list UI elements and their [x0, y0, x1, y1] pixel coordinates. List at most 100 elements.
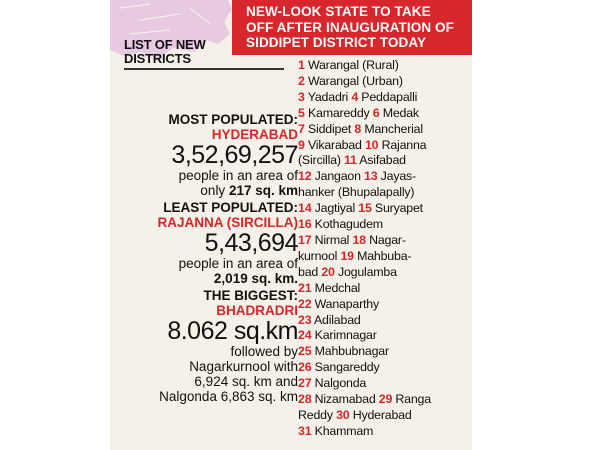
district-list-row: 9 Vikarabad 10 Rajanna	[298, 138, 470, 154]
district-list-row: (Sircilla) 11 Asifabad	[298, 153, 470, 169]
district-list-row: 28 Nizamabad 29 Ranga	[298, 392, 470, 408]
district-name: Jangaon	[311, 169, 365, 184]
district-list-row: kurnool 19 Mahbuba-	[298, 249, 470, 265]
biggest-label: THE BIGGEST:	[203, 288, 298, 303]
district-list-row: 1 Warangal (Rural)	[298, 58, 470, 74]
district-number: 8	[354, 121, 362, 136]
district-name: Adilabad	[311, 312, 361, 327]
district-list-row: 7 Siddipet 8 Mancherial	[298, 122, 470, 138]
district-list-row: 27 Nalgonda	[298, 376, 470, 392]
district-list-row: 14 Jagtiyal 15 Suryapet	[298, 201, 470, 217]
list-heading: LIST OF NEW DISTRICTS	[124, 37, 206, 66]
district-number: 16	[298, 217, 312, 232]
district-number: 12	[298, 169, 312, 184]
district-name: Jayas-	[377, 169, 417, 184]
district-number: 19	[340, 248, 354, 263]
most-populated-name: HYDERABAD	[211, 127, 298, 142]
most-populated-area-line: only 217 sq. km	[200, 183, 298, 198]
district-name: Siddipet	[304, 121, 355, 136]
least-populated-label: LEAST POPULATED:	[163, 200, 298, 215]
district-list-row: 2 Warangal (Urban)	[298, 74, 470, 90]
district-number: 6	[372, 105, 380, 120]
most-populated-population: 3,52,69,257	[171, 141, 298, 169]
biggest-name: BHADRADRI	[216, 303, 298, 318]
district-number: 22	[298, 296, 312, 311]
district-name: Jagtiyal	[311, 201, 359, 216]
district-name: Rajanna	[378, 137, 427, 152]
district-name: Nalgonda	[311, 376, 367, 391]
headline-banner: NEW-LOOK STATE TO TAKE OFF AFTER INAUGUR…	[232, 0, 472, 55]
district-name: Mahbuba-	[353, 248, 412, 263]
district-number: 27	[298, 376, 312, 391]
headline-line: NEW-LOOK STATE TO TAKE	[246, 4, 431, 19]
district-number: 18	[352, 232, 366, 247]
least-populated-name: RAJANNA (SIRCILLA)	[157, 215, 299, 230]
district-name: Yadadri	[304, 89, 352, 104]
district-list-row: bad 20 Jogulamba	[298, 265, 470, 281]
least-populated-area: 2,019	[213, 271, 248, 286]
district-name: Reddy	[298, 407, 337, 422]
district-number: 14	[298, 201, 312, 216]
state-map-graphic	[110, 0, 232, 58]
district-name: Sangareddy	[311, 360, 380, 375]
district-name: Medak	[379, 105, 419, 120]
district-name: Suryapet	[371, 201, 423, 216]
district-number: 5	[298, 105, 305, 120]
district-number: 11	[343, 153, 357, 168]
district-list-row: 24 Karimnagar	[298, 328, 470, 344]
district-number: 10	[364, 137, 379, 152]
district-name: Warangal (Urban)	[304, 73, 403, 88]
district-name: kurnool	[298, 248, 341, 263]
biggest-desc: Nagarkurnool with	[189, 359, 298, 374]
district-name: Peddapalli	[358, 89, 418, 104]
district-list: 1 Warangal (Rural) 2 Warangal (Urban) 3 Ya…	[298, 58, 470, 440]
district-name: Mancherial	[361, 121, 423, 136]
district-list-row: Reddy 30 Hyderabad	[298, 408, 470, 424]
biggest-desc: followed by	[230, 344, 298, 359]
district-name: Kamareddy	[304, 105, 373, 120]
district-name: Kothagudem	[311, 217, 383, 232]
news-clipping: NEW-LOOK STATE TO TAKE OFF AFTER INAUGUR…	[110, 0, 472, 450]
district-number: 26	[298, 360, 312, 375]
district-name: hanker (Bhupalapally)	[298, 185, 415, 200]
district-name: Mahbubnagar	[311, 344, 389, 359]
district-number: 31	[298, 423, 312, 438]
district-name: Hyderabad	[349, 407, 412, 422]
district-list-row: 21 Medchal	[298, 281, 470, 297]
biggest-desc: Nalgonda 6,863 sq. km	[159, 389, 298, 404]
district-list-row: 26 Sangareddy	[298, 360, 470, 376]
most-populated-area: 217 sq. km	[228, 183, 298, 198]
headline-line: OFF AFTER INAUGURATION OF	[246, 19, 454, 35]
district-name: Nirmal	[311, 232, 353, 247]
biggest-area: 8.062 sq.km	[167, 317, 298, 345]
district-name: Wanaparthy	[311, 296, 380, 311]
district-list-row: 22 Wanaparthy	[298, 297, 470, 313]
most-populated-desc: people in an area of	[178, 168, 298, 183]
district-list-row: 17 Nirmal 18 Nagar-	[298, 233, 470, 249]
district-name: Medchal	[311, 280, 361, 295]
heading-divider	[124, 68, 284, 70]
district-name: (Sircilla)	[298, 153, 344, 168]
district-name: Warangal (Rural)	[304, 58, 399, 72]
district-list-row: hanker (Bhupalapally)	[298, 185, 470, 201]
district-list-row: 25 Mahbubnagar	[298, 344, 470, 360]
headline-line: SIDDIPET DISTRICT TODAY	[246, 35, 427, 50]
district-number: 17	[298, 232, 312, 247]
district-number: 23	[298, 312, 312, 327]
biggest-desc: 6,924 sq. km and	[194, 374, 298, 389]
district-number: 20	[321, 264, 335, 279]
district-number: 1	[298, 58, 305, 72]
district-list-row: 12 Jangaon 13 Jayas-	[298, 169, 470, 185]
district-number: 7	[298, 121, 305, 136]
district-list-row: 23 Adilabad	[298, 313, 470, 329]
district-name: Jogulamba	[334, 264, 397, 279]
district-name: Nizamabad	[311, 392, 379, 407]
district-name: Ranga	[392, 392, 431, 407]
least-populated-area-line: 2,019 sq. km.	[213, 271, 298, 286]
district-number: 28	[298, 392, 312, 407]
district-number: 3	[298, 89, 305, 104]
district-name: Khammam	[311, 423, 374, 438]
district-list-row: 16 Kothagudem	[298, 217, 470, 233]
district-list-row: 5 Kamareddy 6 Medak	[298, 106, 470, 122]
district-number: 2	[298, 73, 305, 88]
